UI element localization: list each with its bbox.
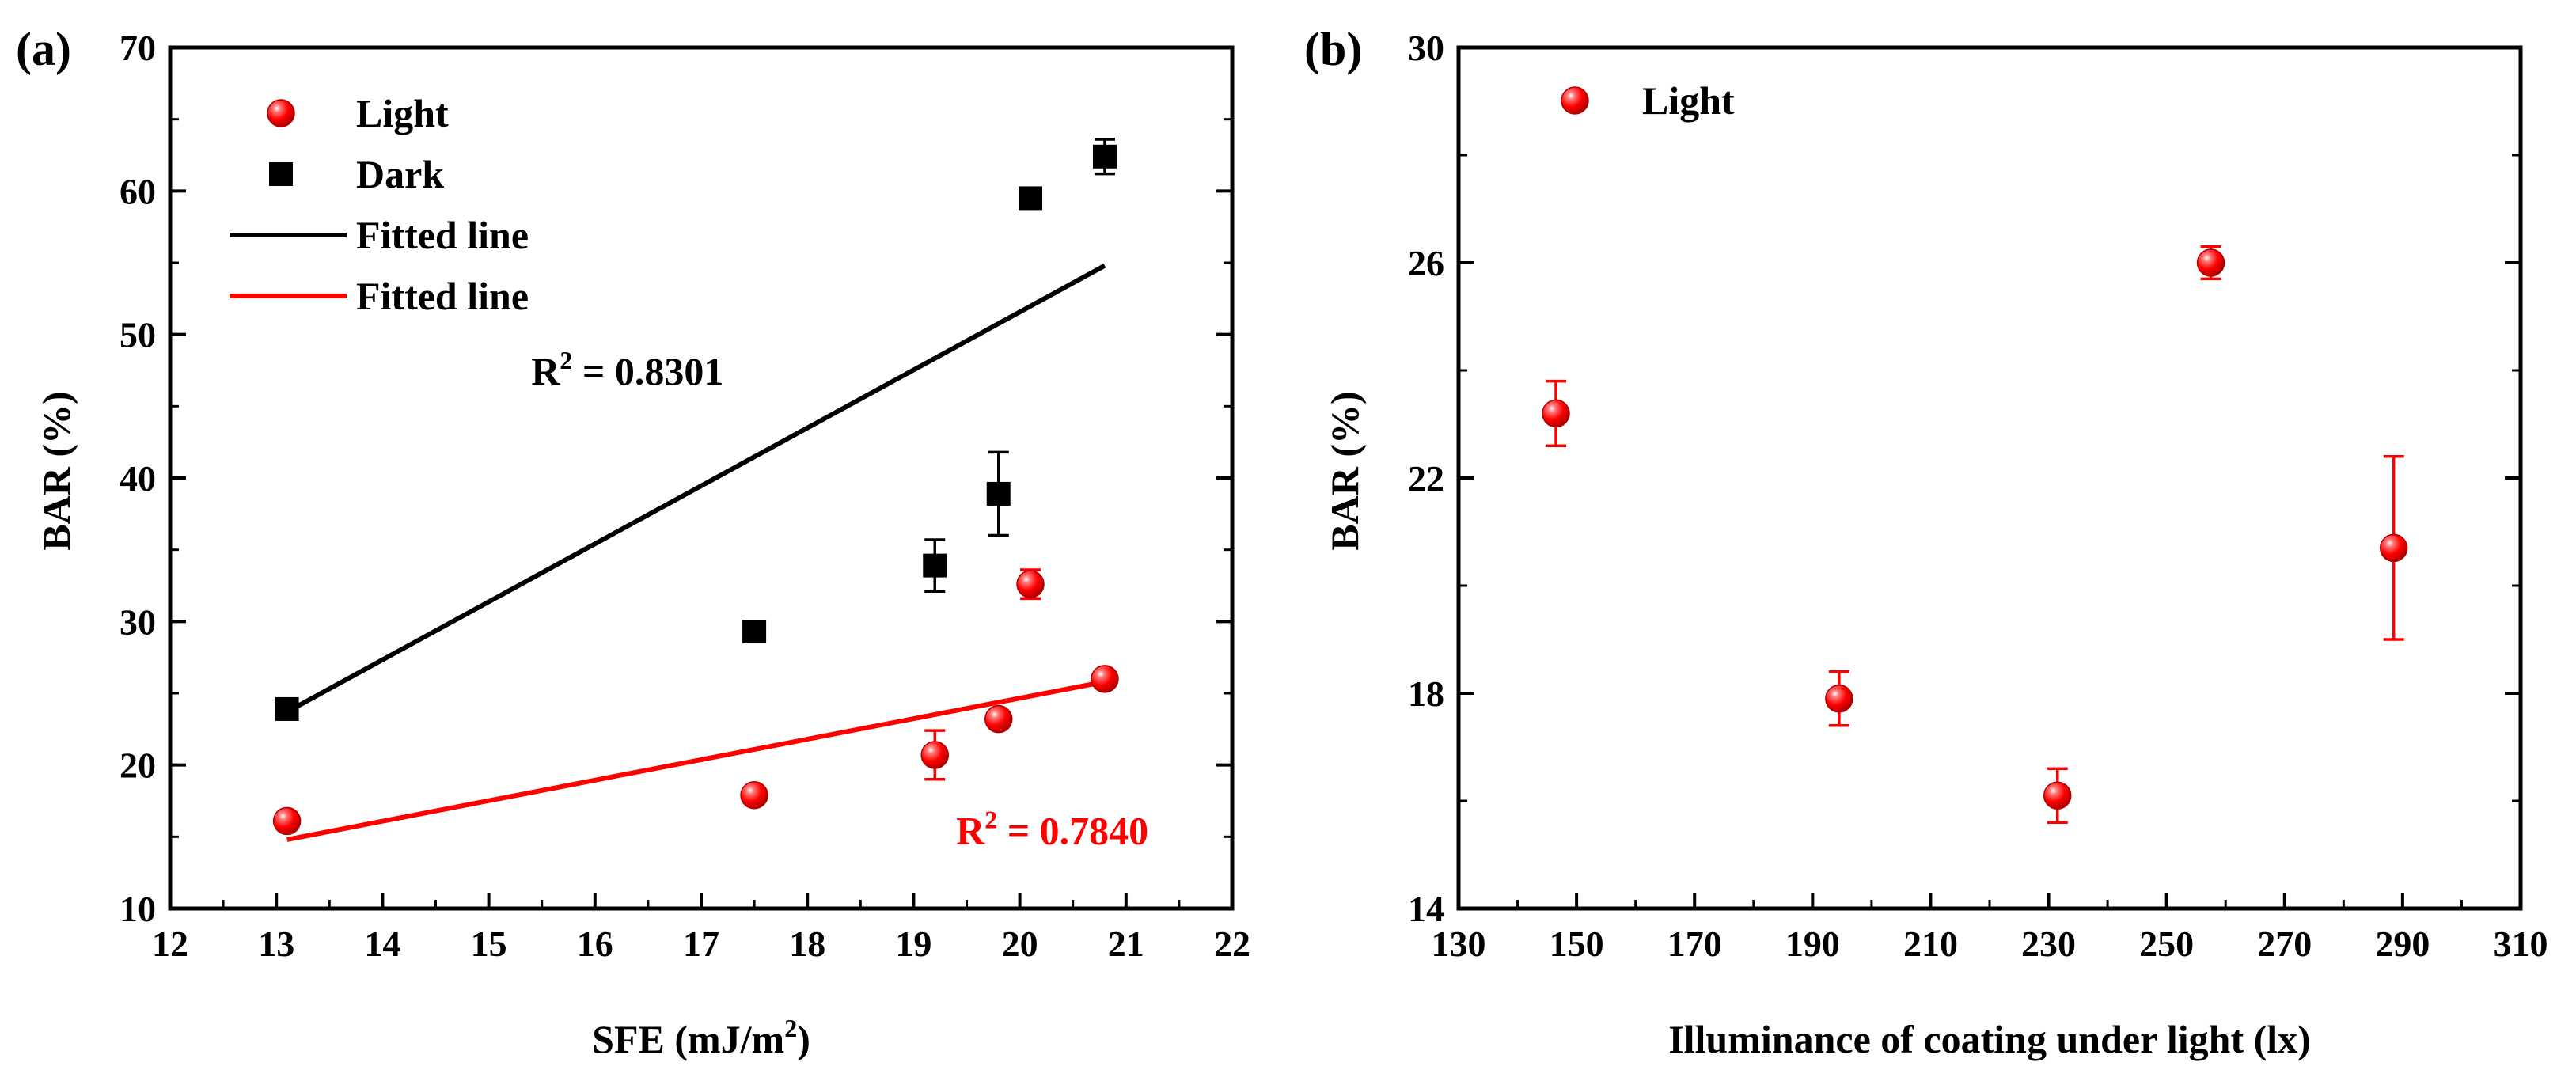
data-point-light [272,806,302,836]
data-point-light [2043,781,2072,810]
x-tick-label: 20 [1002,924,1038,964]
fit-line [286,263,1106,715]
x-axis-title-a-sup: 2 [784,1014,797,1042]
data-point-dark [986,481,1011,506]
x-tick-label: 22 [1214,924,1250,964]
legend-marker-circle [1561,86,1589,115]
x-tick-label: 250 [2139,924,2194,964]
y-tick-label: 26 [1408,243,1444,283]
x-tick-label: 12 [152,924,188,964]
x-tick-label: 130 [1432,924,1486,964]
legend-b: Light [1561,78,1735,123]
legend-marker-square [269,162,293,186]
data-point-light [1825,685,1853,713]
x-tick-label: 14 [364,924,400,964]
data-point-light [2196,248,2225,277]
x-tick-label: 290 [2375,924,2430,964]
legend-a: Light Dark Fitted line Fitted line [230,91,529,318]
y-tick-label: 40 [120,458,156,499]
y-tick-labels-b: 14 18 22 26 30 [1408,28,1444,929]
y-tick-label: 18 [1408,673,1444,714]
data-point-light [2379,533,2408,563]
x-tick-label: 270 [2257,924,2312,964]
data-point-light [1091,665,1119,693]
y-tick-label: 70 [120,28,156,68]
annotation-r2-dark: R2 = 0.8301 [531,346,723,393]
x-tick-label: 310 [2494,924,2548,964]
y-tick-label: 60 [120,171,156,211]
x-tick-label: 19 [895,924,931,964]
x-tick-label: 150 [1550,924,1604,964]
x-tick-label: 17 [683,924,719,964]
panel-label-a: (a) [16,23,71,75]
data-point-light [1542,399,1570,428]
data-point-dark [923,553,947,578]
data-point-dark [275,696,299,721]
data-point-light [984,704,1013,734]
x-axis-title-a-end: ) [797,1017,810,1061]
y-tick-label: 20 [120,745,156,786]
x-tick-labels-b: 130 150 170 190 210 230 250 270 290 310 [1432,924,2548,964]
y-tick-label: 22 [1408,458,1444,499]
data-point-light [1016,570,1045,598]
x-tick-label: 230 [2021,924,2076,964]
annotation-r2-light: R2 = 0.7840 [956,805,1148,852]
y-axis-title-b: BAR (%) [1322,391,1367,550]
legend-label: Light [356,91,449,135]
data-point-dark [1092,144,1117,169]
legend-marker-circle [267,99,295,127]
legend-label: Light [1642,78,1735,123]
x-tick-label: 15 [471,924,507,964]
y-tick-label: 30 [120,601,156,642]
x-axis-title-b: Illuminance of coating under light (lx) [1668,1017,2311,1061]
fit-line [286,679,1106,842]
panel-label-b: (b) [1304,23,1362,75]
x-tick-label: 18 [789,924,825,964]
tick-marks-a [169,46,1234,910]
x-axis-title-a: SFE (mJ/m2) [592,1014,810,1061]
data-point-dark [1019,186,1043,211]
legend-label: Fitted line [356,213,529,257]
x-tick-label: 13 [258,924,294,964]
legend-label: Dark [356,152,444,196]
x-axis-title-a-main: SFE (mJ/m [592,1017,784,1061]
data-marks-b [1542,245,2408,824]
y-axis-title-a: BAR (%) [34,391,78,550]
tick-marks-b [1457,46,2522,910]
plot-frame-a [168,45,1235,911]
y-tick-labels-a: 10 20 30 40 50 60 70 [120,28,156,929]
plot-frame-b [1456,45,2523,911]
data-point-light [920,741,949,769]
x-tick-label: 170 [1667,924,1722,964]
data-point-dark [742,620,767,644]
y-tick-label: 50 [120,315,156,355]
x-tick-labels-a: 12 13 14 15 16 17 18 19 20 21 22 [152,924,1250,964]
x-tick-label: 16 [577,924,613,964]
y-tick-label: 30 [1408,28,1444,68]
y-tick-label: 14 [1408,889,1444,929]
data-marks-a [272,138,1119,836]
legend-label: Fitted line [356,274,529,318]
data-point-light [740,780,768,810]
x-tick-label: 210 [1903,924,1958,964]
fit-lines-a [286,263,1106,842]
y-tick-label: 10 [120,889,156,929]
chart-panel-b: (b) 14 18 22 26 30 130 150 170 190 210 230 250 270 2… [1304,23,2548,1061]
x-tick-label: 190 [1785,924,1840,964]
x-tick-label: 21 [1108,924,1144,964]
